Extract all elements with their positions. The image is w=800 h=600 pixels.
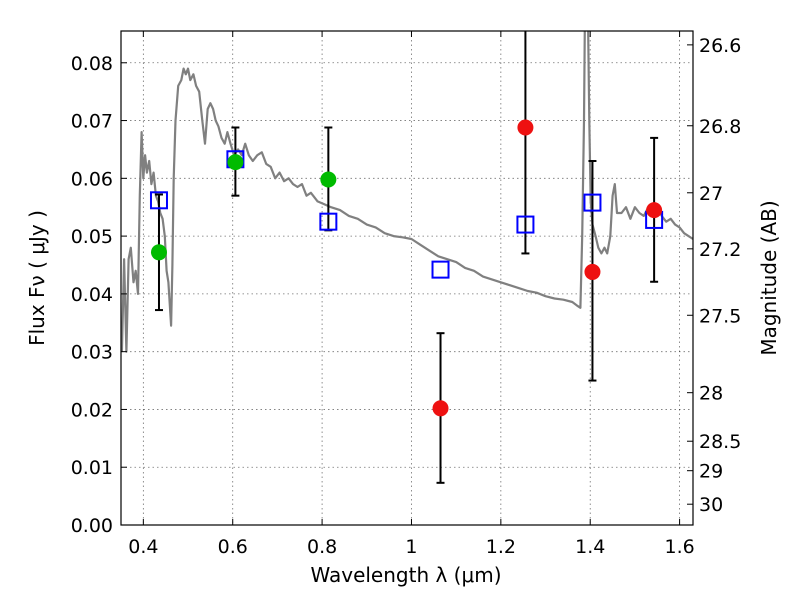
red-data-point <box>584 263 601 280</box>
x-tick-label: 1.2 <box>486 536 516 558</box>
x-axis-label: Wavelength λ (μm) <box>310 563 501 587</box>
plot-frame <box>120 30 694 526</box>
y-tick-label: 0.06 <box>71 168 113 190</box>
right-tick-label: 26.6 <box>699 35 741 57</box>
x-tick-label: 1 <box>405 536 417 558</box>
right-tick-label: 28 <box>699 383 723 405</box>
right-y-axis-label: Magnitude (AB) <box>757 200 781 355</box>
x-tick-label: 0.4 <box>128 536 158 558</box>
y-tick-label: 0.08 <box>71 53 113 75</box>
model-photometry-square <box>516 215 535 234</box>
y-tick-label: 0.00 <box>71 515 113 537</box>
data-layer <box>121 31 693 484</box>
x-tick-label: 0.6 <box>218 536 248 558</box>
right-tick-label: 27 <box>699 183 723 205</box>
x-tick-label: 0.8 <box>307 536 337 558</box>
model-photometry-square <box>583 193 602 212</box>
red-data-point <box>646 202 663 219</box>
right-tick-label: 27.2 <box>699 239 741 261</box>
x-tick-label: 1.4 <box>575 536 605 558</box>
model-photometry-square <box>319 212 338 231</box>
model-photometry-square <box>149 191 168 210</box>
right-tick-label: 30 <box>699 494 723 516</box>
detection-point <box>320 171 337 188</box>
grid <box>121 31 693 525</box>
sed-model-line <box>121 31 693 353</box>
right-tick-label: 28.5 <box>699 431 741 453</box>
axes: 0.4 0.6 0.8 1 1.2 1.4 1.6 0.00 0.01 0.02 0.03 0.04 0… <box>71 31 741 558</box>
right-tick-label: 27.5 <box>699 305 741 327</box>
x-tick-label: 1.6 <box>664 536 694 558</box>
y-tick-label: 0.05 <box>71 226 113 248</box>
red-data-point <box>432 400 449 417</box>
detection-point <box>150 244 167 261</box>
y-tick-label: 0.02 <box>71 399 113 421</box>
y-tick-label: 0.03 <box>71 342 113 364</box>
red-data-point <box>517 119 534 136</box>
detection-point <box>227 154 244 171</box>
y-tick-label: 0.07 <box>71 111 113 133</box>
y-tick-label: 0.04 <box>71 284 113 306</box>
right-tick-label: 26.8 <box>699 116 741 138</box>
model-photometry-square <box>431 260 450 279</box>
right-tick-label: 29 <box>699 461 723 483</box>
y-axis-label: Flux Fν ( μJy ) <box>25 210 49 346</box>
y-tick-label: 0.01 <box>71 457 113 479</box>
